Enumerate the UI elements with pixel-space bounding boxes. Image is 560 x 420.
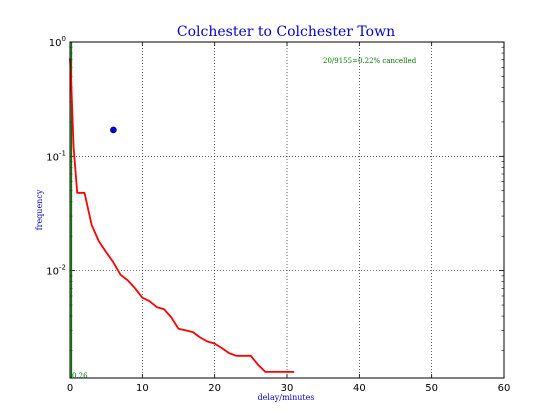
grid bbox=[70, 42, 504, 378]
delay-frequency-line bbox=[69, 58, 295, 373]
x-tick-label: 10 bbox=[136, 383, 149, 394]
y-tick-label: 100 bbox=[49, 35, 66, 49]
x-tick-label: 60 bbox=[498, 383, 511, 394]
x-axis-label: delay/minutes bbox=[258, 393, 315, 402]
y-tick-label: 10-1 bbox=[46, 149, 66, 163]
y-tick-exponent: 0 bbox=[62, 35, 66, 43]
x-tick-label: 0 bbox=[67, 383, 73, 394]
cancelled-point bbox=[110, 126, 117, 134]
x-tick-label: 50 bbox=[425, 383, 438, 394]
y-tick-base: 10 bbox=[46, 267, 59, 278]
y-tick-exponent: -1 bbox=[59, 149, 66, 157]
x-tick-label: 20 bbox=[208, 383, 221, 394]
bottom-annotation: 0.26 bbox=[72, 372, 88, 380]
plot-frame bbox=[69, 41, 505, 379]
x-tick-label: 40 bbox=[353, 383, 366, 394]
y-tick-label: 10-2 bbox=[46, 264, 66, 278]
y-tick-base: 10 bbox=[49, 38, 62, 49]
y-tick-exponent: -2 bbox=[59, 264, 66, 272]
chart-title: Colchester to Colchester Town bbox=[177, 24, 395, 40]
y-tick-base: 10 bbox=[46, 152, 59, 163]
y-axis-label: frequency bbox=[35, 189, 44, 230]
x-tick-label: 30 bbox=[281, 383, 294, 394]
cancelled-annotation: 20/9155=0.22% cancelled bbox=[323, 57, 417, 65]
